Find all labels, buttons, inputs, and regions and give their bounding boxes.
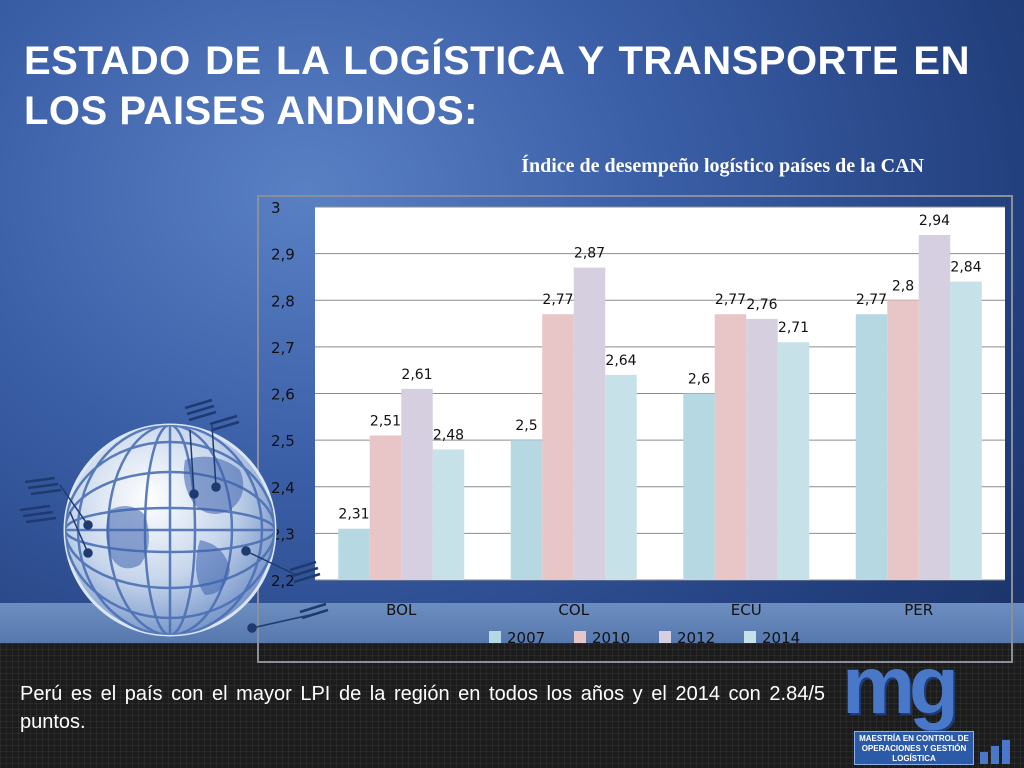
logo-caption: MAESTRÍA EN CONTROL DE OPERACIONES Y GES…	[854, 731, 974, 765]
legend-swatch	[574, 631, 586, 643]
chart-border	[257, 195, 1013, 663]
chart-frame: 2,2 2,3 2,4 2,5 2,6 2,7 2,8 2,9 3 2,31 2,51 2,61 2,4…	[257, 195, 1013, 663]
y-tick-label: 2,5	[271, 432, 295, 450]
data-label: 2,87	[574, 246, 605, 262]
data-label: 2,31	[338, 507, 369, 523]
bar-bol-2014	[432, 449, 465, 580]
y-tick-label: 2,6	[271, 386, 295, 404]
data-label: 2,77	[856, 292, 887, 308]
data-label: 2,76	[746, 297, 777, 313]
data-label: 2,51	[370, 413, 401, 429]
y-tick-label: 2,4	[271, 479, 295, 497]
bar-col-2012	[573, 267, 606, 580]
data-label: 2,77	[542, 292, 573, 308]
globe-icon	[19, 398, 329, 637]
footer-bar	[0, 643, 1024, 768]
legend-swatch	[489, 631, 501, 643]
data-label: 2,48	[433, 427, 464, 443]
data-label: 2,77	[715, 292, 746, 308]
bar-col-2014	[605, 374, 637, 580]
legend-label: 2010	[592, 629, 630, 647]
data-label: 2,6	[688, 372, 710, 388]
bar-per-2014	[950, 281, 982, 580]
logo-mark: mg	[842, 640, 959, 731]
slide-title: ESTADO DE LA LOGÍSTICA Y TRANSPORTE EN L…	[24, 39, 970, 133]
program-logo: mg MAESTRÍA EN CONTROL DE OPERACIONES Y …	[840, 643, 1024, 768]
data-label: 2,84	[950, 260, 981, 276]
x-tick-label: ECU	[731, 601, 762, 619]
legend-label: 2014	[762, 629, 800, 647]
bar-ecu-2007	[683, 393, 715, 580]
bar-col-2010	[542, 314, 574, 580]
bar-bol-2010	[369, 435, 402, 580]
lpi-bar-chart: 2,2 2,3 2,4 2,5 2,6 2,7 2,8 2,9 3 2,31 2,51 2,61 2,4…	[257, 195, 1013, 663]
legend-swatch	[744, 631, 756, 643]
x-tick-label: BOL	[386, 601, 417, 619]
conclusion-text: Perú es el país con el mayor LPI de la r…	[20, 683, 825, 733]
y-tick-label: 2,2	[271, 572, 295, 590]
data-label: 2,5	[515, 418, 537, 434]
logo-bars-icon	[980, 738, 1020, 764]
bar-col-2007	[510, 440, 543, 580]
data-label: 2,61	[401, 367, 432, 383]
y-tick-label: 2,7	[271, 339, 295, 357]
data-label: 2,94	[919, 213, 950, 229]
x-tick-label: PER	[904, 601, 933, 619]
y-tick-label: 2,9	[271, 246, 295, 264]
legend-label: 2012	[677, 629, 715, 647]
data-label: 2,71	[778, 320, 809, 336]
data-label: 2,64	[605, 353, 636, 369]
y-tick-label: 3	[271, 199, 281, 217]
data-label: 2,8	[892, 278, 914, 294]
bar-per-2007	[855, 314, 888, 580]
bar-per-2010	[887, 300, 919, 580]
chart-caption: Índice de desempeño logístico países de …	[521, 155, 924, 177]
bar-ecu-2012	[746, 318, 778, 580]
bar-bol-2007	[338, 528, 370, 580]
bar-ecu-2010	[714, 314, 747, 580]
legend-swatch	[659, 631, 671, 643]
legend-label: 2007	[507, 629, 545, 647]
bar-ecu-2014	[777, 342, 810, 580]
x-tick-label: COL	[558, 601, 589, 619]
bar-bol-2012	[401, 388, 433, 580]
y-tick-label: 2,8	[271, 292, 295, 310]
bar-per-2012	[918, 234, 951, 580]
y-tick-label: 2,3	[271, 525, 295, 543]
